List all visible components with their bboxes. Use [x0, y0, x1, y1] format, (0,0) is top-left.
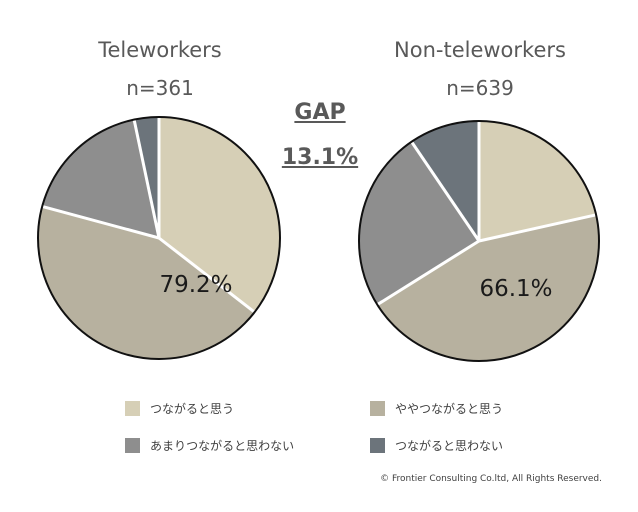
pie-slice-divider: [376, 239, 480, 306]
legend-item-4: つながると思わない: [370, 437, 503, 454]
legend-label: つながると思う: [150, 402, 235, 416]
pie-slice-divider: [41, 204, 160, 240]
right-chart-n: n=639: [446, 76, 514, 100]
legend-swatch: [370, 438, 385, 453]
pie-slice: [42, 119, 159, 238]
legend-swatch: [125, 438, 140, 453]
pie-slice: [159, 117, 280, 313]
pie-slice-divider: [158, 236, 256, 314]
pie-outline: [358, 120, 600, 362]
legend-item-1: つながると思う: [125, 400, 234, 417]
legend-swatch: [370, 401, 385, 416]
pie-slice-divider: [478, 213, 597, 243]
pie-slice-divider: [132, 119, 161, 239]
pie-non-teleworkers: [358, 120, 600, 362]
legend-swatch: [125, 401, 140, 416]
gap-label: GAP: [294, 100, 346, 125]
pie-slice: [411, 121, 479, 241]
gap-value: 13.1%: [281, 145, 359, 170]
pie-slice: [479, 121, 597, 241]
pie-slice: [377, 214, 599, 361]
left-chart-title: Teleworkers: [98, 38, 222, 62]
pie-teleworkers-highlight-label: 79.2%: [159, 272, 232, 298]
pie-slice-divider: [410, 140, 481, 242]
legend-label: あまりつながると思わない: [150, 439, 295, 453]
pie-charts: 79.2% 66.1%: [37, 116, 600, 362]
pie-teleworkers: [37, 116, 281, 360]
legend-label: つながると思わない: [395, 439, 504, 453]
legend-label: ややつながると思う: [395, 402, 504, 416]
copyright-notice: © Frontier Consulting Co.ltd, All Rights…: [380, 474, 602, 484]
legend-item-2: ややつながると思う: [370, 400, 503, 417]
pie-outline: [37, 116, 281, 360]
left-chart-n: n=361: [126, 76, 194, 100]
pie-non-teleworkers-highlight-label: 66.1%: [479, 276, 552, 302]
right-chart-title: Non-teleworkers: [394, 38, 566, 62]
legend-item-3: あまりつながると思わない: [125, 437, 294, 454]
pie-slice: [37, 206, 255, 359]
pie-slice: [359, 141, 479, 305]
